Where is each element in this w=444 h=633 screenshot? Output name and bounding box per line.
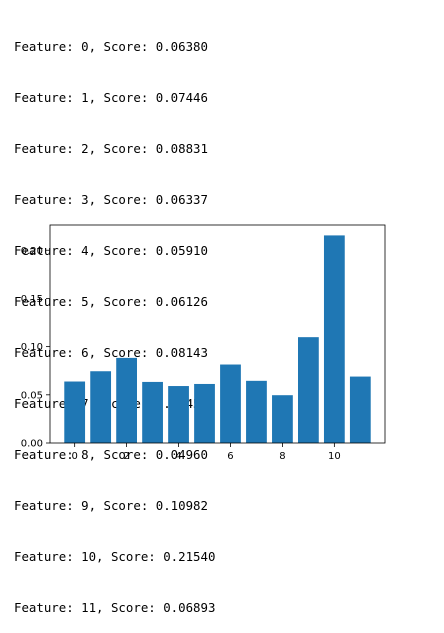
output-line: Feature: 8, Score: 0.04960 [14, 447, 208, 462]
y-tick-label: 0.15 [21, 294, 43, 305]
y-axis: 0.00 0.05 0.10 0.15 0.20 [21, 246, 50, 450]
output-line: Feature: 11, Score: 0.06893 [14, 600, 216, 615]
bar-8 [272, 395, 293, 443]
bar-2 [116, 357, 137, 443]
y-tick-label: 0.05 [21, 390, 43, 401]
bar-4 [168, 386, 189, 443]
x-tick-label: 10 [328, 451, 341, 462]
x-axis: 0 2 4 6 8 10 [71, 443, 341, 462]
output-line: Feature: 5, Score: 0.06126 [14, 294, 208, 309]
bars-group [64, 235, 371, 443]
bar-7 [246, 380, 267, 443]
x-tick-label: 4 [175, 451, 181, 462]
output-line: Feature: 10, Score: 0.21540 [14, 549, 216, 564]
x-tick-label: 0 [71, 451, 77, 462]
y-tick-label: 0.10 [21, 342, 43, 353]
x-tick-label: 2 [123, 451, 129, 462]
y-tick-label: 0.00 [21, 439, 43, 450]
output-line: Feature: 3, Score: 0.06337 [14, 192, 208, 207]
output-line: Feature: 1, Score: 0.07446 [14, 90, 208, 105]
output-line: Feature: 6, Score: 0.08143 [14, 345, 208, 360]
output-line: Feature: 0, Score: 0.06380 [14, 39, 208, 54]
bar-3 [142, 381, 163, 443]
x-tick-label: 6 [227, 451, 233, 462]
bar-1 [90, 371, 112, 443]
y-tick-label: 0.20 [21, 246, 43, 257]
bar-9 [298, 337, 319, 443]
bar-6 [220, 364, 241, 443]
output-line: Feature: 2, Score: 0.08831 [14, 141, 208, 156]
bar-0 [64, 381, 86, 443]
x-tick-label: 8 [279, 451, 285, 462]
plot-frame [49, 224, 386, 444]
bar-10 [323, 235, 345, 443]
output-line: Feature: 4, Score: 0.05910 [14, 243, 208, 258]
bar-chart: 0 2 4 6 8 10 0.00 0.05 0.10 0.15 0.20 [21, 224, 386, 462]
bar-11 [349, 376, 371, 443]
bar-5 [194, 383, 215, 443]
output-line: Feature: 9, Score: 0.10982 [14, 498, 208, 513]
